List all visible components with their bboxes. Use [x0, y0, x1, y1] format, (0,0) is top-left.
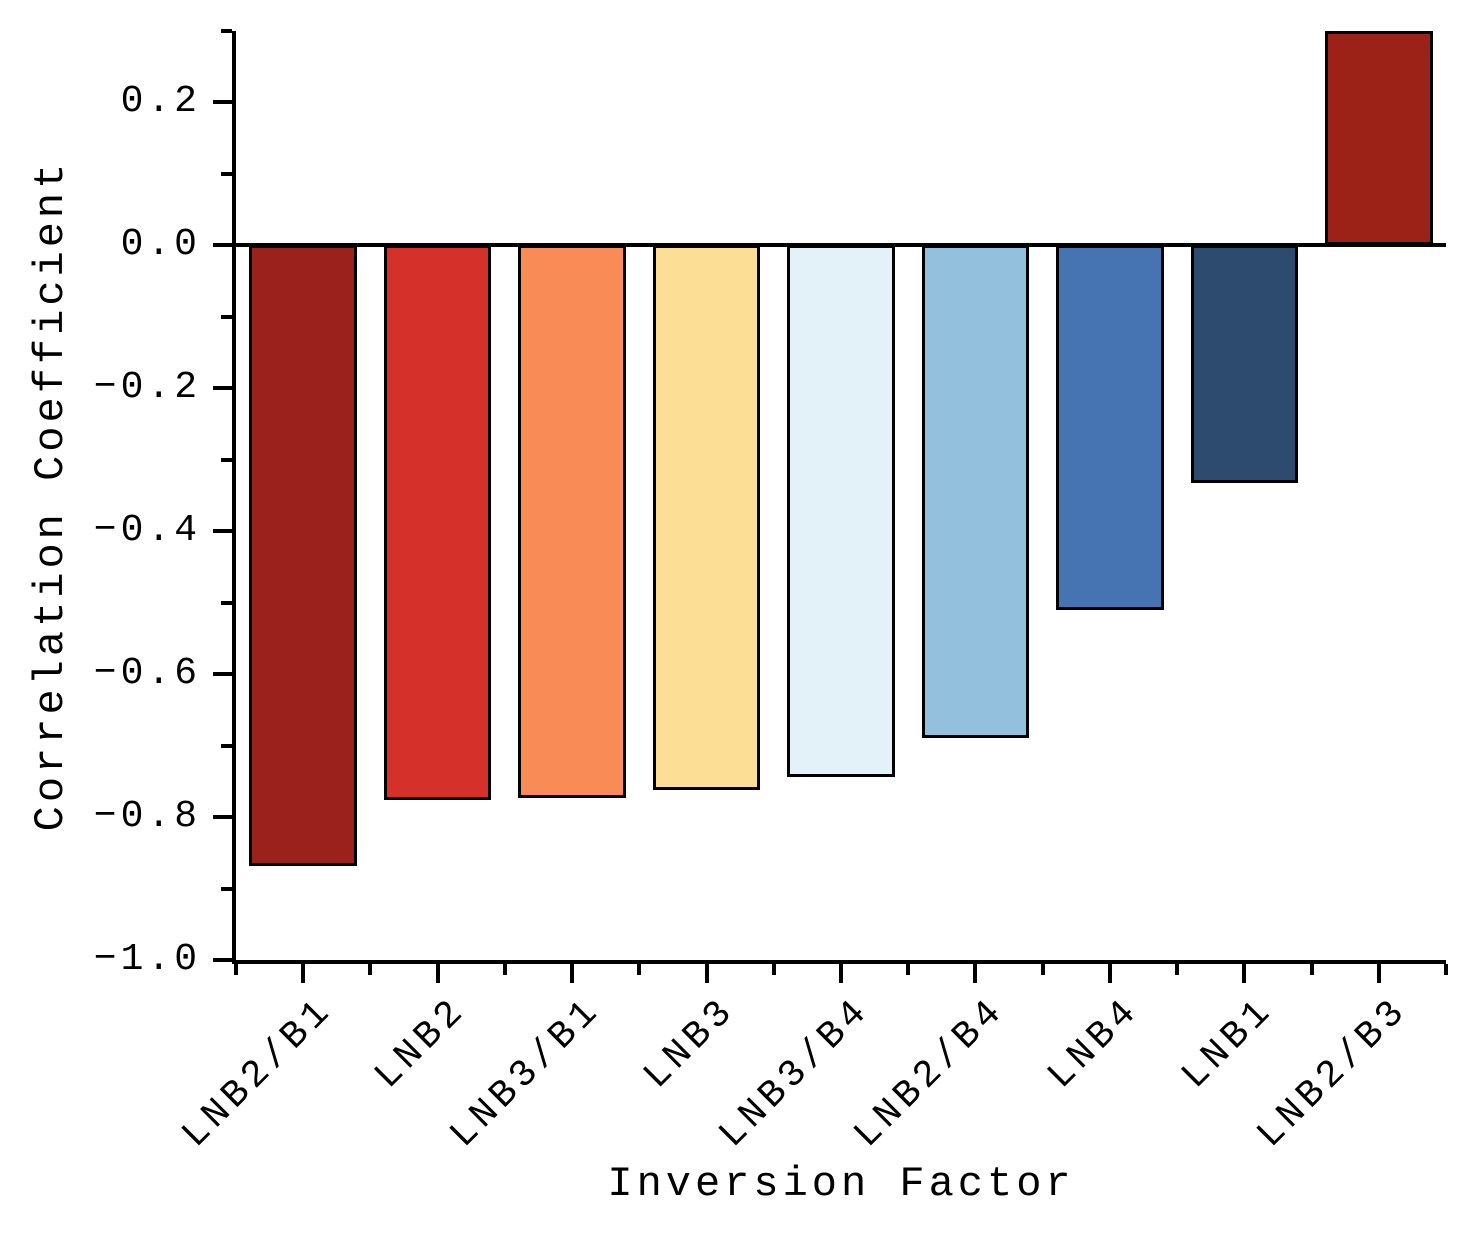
y-tick-label: 0.2 [120, 80, 201, 124]
x-axis-title: Inversion Factor [607, 1160, 1075, 1208]
x-minor-tick [906, 964, 911, 975]
y-tick-label: 0.0 [120, 223, 201, 267]
x-major-tick [1376, 964, 1381, 983]
x-minor-tick [637, 964, 642, 975]
y-major-tick [213, 243, 232, 248]
y-tick-label: −1.0 [93, 938, 201, 981]
x-major-tick [839, 964, 843, 983]
x-axis-spine [232, 960, 1446, 964]
y-tick-label: −0.6 [93, 652, 201, 696]
x-major-tick [973, 964, 978, 983]
x-minor-tick [502, 964, 507, 975]
x-minor-tick [771, 964, 776, 975]
y-tick-label: −0.4 [93, 509, 201, 553]
y-major-tick [213, 529, 232, 534]
y-tick-label: −0.2 [93, 366, 201, 410]
y-minor-tick [221, 886, 232, 891]
x-tick-label-lnb1: LNB1 [1173, 989, 1283, 1099]
zero-baseline [232, 243, 1446, 248]
y-minor-tick [221, 743, 232, 748]
x-major-tick [301, 964, 306, 983]
x-minor-tick [368, 964, 373, 975]
x-minor-tick [1040, 964, 1045, 975]
bar-lnb3-b4 [787, 245, 895, 778]
bar-lnb3 [652, 245, 761, 790]
bar-lnb2-b4 [921, 245, 1030, 739]
x-major-tick [1242, 964, 1247, 983]
bar-lnb1 [1190, 245, 1299, 483]
x-minor-tick [234, 964, 238, 975]
bar-lnb2-b1 [249, 245, 357, 866]
y-minor-tick [221, 314, 232, 319]
y-minor-tick [221, 457, 232, 462]
y-minor-tick [221, 29, 232, 33]
y-axis-title: Correlation Coefficient [27, 159, 75, 832]
bar-lnb2 [383, 245, 492, 800]
x-tick-label-lnb3: LNB3 [635, 989, 745, 1099]
x-minor-tick [1309, 964, 1314, 975]
x-major-tick [704, 964, 709, 983]
y-major-tick [213, 958, 232, 962]
x-tick-label-lnb4: LNB4 [1039, 989, 1149, 1099]
y-minor-tick [221, 600, 232, 605]
bar-lnb4 [1056, 245, 1164, 610]
y-tick-label: −0.8 [93, 795, 201, 839]
y-major-tick [213, 672, 232, 677]
x-major-tick [435, 964, 440, 983]
x-minor-tick [1175, 964, 1180, 975]
x-minor-tick [1444, 964, 1448, 975]
y-minor-tick [221, 171, 232, 176]
x-major-tick [1107, 964, 1112, 983]
plot-area: 0.2 0.0 −0.2 −0.4 −0.6 −0.8 −1.0 LNB2/B1 LNB2 LNB… [94, 29, 1448, 1157]
x-major-tick [570, 964, 575, 983]
y-major-tick [213, 815, 232, 820]
bar-lnb3-b1 [518, 245, 626, 798]
x-tick-label-lnb2: LNB2 [367, 989, 477, 1099]
y-axis-spine [232, 31, 236, 964]
y-major-tick [213, 386, 232, 391]
y-major-tick [213, 100, 232, 105]
x-tick-label-lnb2-b1: LNB2/B1 [173, 989, 342, 1158]
bar-lnb2-b3 [1325, 31, 1433, 246]
